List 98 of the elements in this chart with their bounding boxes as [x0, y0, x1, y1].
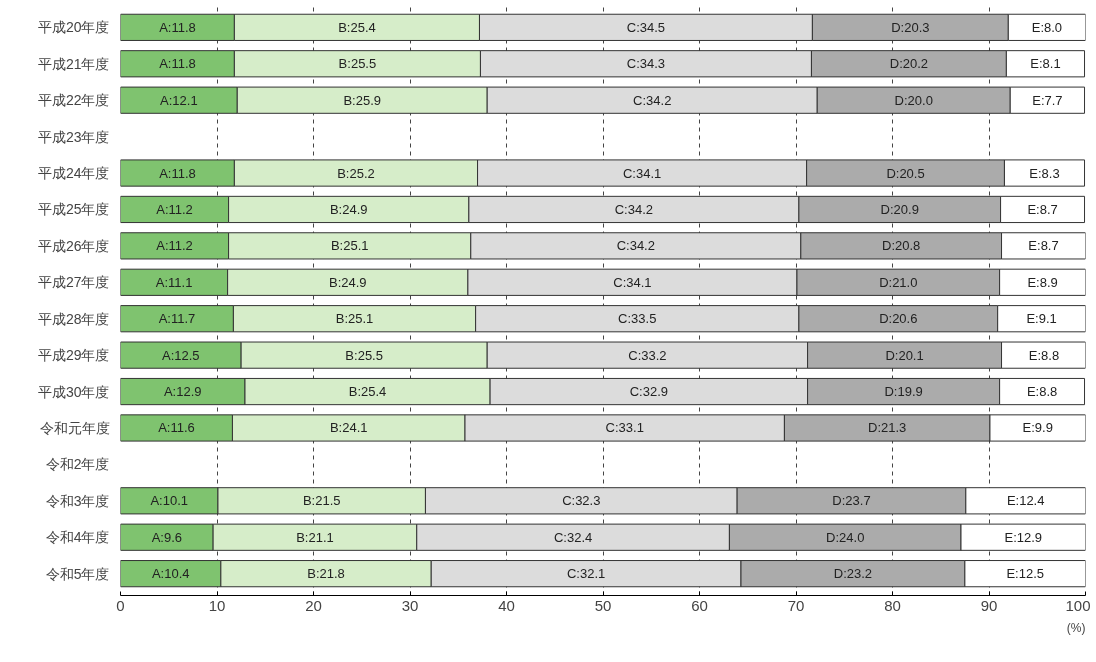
- data-label: B:25.4: [348, 384, 387, 400]
- data-label: E:8.8: [1028, 347, 1060, 363]
- x-tick-label: 40: [498, 596, 515, 614]
- x-tick-label: 0: [116, 596, 125, 614]
- data-label: D:20.0: [894, 92, 933, 108]
- data-label: C:32.9: [629, 384, 668, 400]
- data-label: A:12.1: [160, 92, 198, 108]
- data-label: D:24.0: [826, 529, 865, 545]
- x-tick-label: 100: [1065, 596, 1091, 614]
- data-label: D:20.8: [882, 238, 921, 254]
- data-label: E:8.7: [1027, 201, 1058, 217]
- y-tick-label: 令和4年度: [45, 529, 110, 546]
- data-label: D:19.9: [884, 384, 923, 400]
- data-label: E:8.0: [1031, 19, 1063, 35]
- data-label: C:34.2: [616, 238, 655, 254]
- data-label: B:25.5: [345, 347, 383, 363]
- data-label: A:9.6: [151, 529, 182, 545]
- data-label: E:8.1: [1030, 56, 1061, 72]
- data-label: E:12.9: [1004, 529, 1043, 545]
- data-label: E:8.3: [1029, 165, 1060, 181]
- x-tick-label: 70: [787, 596, 805, 614]
- y-tick-label: 平成25年度: [37, 201, 110, 218]
- x-tick-label: 90: [980, 596, 998, 614]
- y-tick-label: 平成29年度: [37, 347, 110, 364]
- data-label: E:8.9: [1027, 274, 1058, 290]
- data-label: B:25.1: [330, 238, 369, 254]
- y-tick-label: 平成30年度: [37, 383, 110, 400]
- x-tick-label: 10: [208, 596, 226, 614]
- y-tick-label: 平成21年度: [37, 55, 110, 72]
- data-label: A:11.6: [158, 420, 195, 436]
- data-label: C:32.3: [562, 493, 601, 509]
- data-label: C:34.1: [613, 274, 652, 290]
- y-tick-label: 令和3年度: [45, 492, 110, 509]
- data-label: E:9.9: [1022, 420, 1053, 436]
- y-tick-label: 平成28年度: [37, 310, 110, 327]
- y-tick-label: 令和2年度: [45, 456, 110, 473]
- data-label: D:20.9: [880, 201, 919, 217]
- data-label: C:34.1: [622, 165, 662, 181]
- x-tick-label: 30: [401, 596, 419, 614]
- data-label: A:11.1: [155, 274, 193, 290]
- data-label: C:34.5: [626, 19, 666, 35]
- data-label: C:32.4: [553, 529, 593, 545]
- data-label: A:12.9: [163, 384, 202, 400]
- data-label: A:11.8: [159, 165, 196, 181]
- data-label: E:12.5: [1006, 566, 1044, 582]
- data-label: D:20.6: [879, 311, 918, 327]
- x-tick-label: 20: [305, 596, 322, 614]
- data-label: B:21.8: [307, 566, 345, 582]
- y-tick-label: 平成22年度: [37, 92, 110, 109]
- data-label: C:33.2: [628, 347, 667, 363]
- data-label: C:34.3: [626, 56, 666, 72]
- data-label: D:21.0: [879, 274, 918, 290]
- data-label: E:8.7: [1028, 238, 1059, 254]
- y-tick-label: 令和元年度: [39, 419, 110, 436]
- data-label: D:20.1: [885, 347, 924, 363]
- data-label: B:25.4: [338, 19, 376, 35]
- y-tick-label: 平成20年度: [37, 19, 110, 36]
- y-tick-label: 平成23年度: [37, 128, 110, 145]
- data-label: B:21.1: [296, 529, 334, 545]
- data-label: A:11.2: [156, 201, 193, 217]
- y-tick-label: 平成27年度: [37, 274, 110, 291]
- data-label: A:11.8: [159, 56, 196, 72]
- y-tick-label: 平成24年度: [37, 165, 110, 182]
- x-tick-label: 50: [594, 596, 612, 614]
- data-label: E:9.1: [1026, 311, 1057, 327]
- data-label: C:33.1: [605, 420, 644, 436]
- data-label: C:33.5: [618, 311, 657, 327]
- data-label: D:23.2: [833, 566, 873, 582]
- data-label: A:11.8: [159, 19, 196, 35]
- data-label: A:11.2: [156, 238, 193, 254]
- data-label: A:12.5: [162, 347, 200, 363]
- data-label: B:25.1: [335, 311, 374, 327]
- data-label: B:25.9: [343, 92, 382, 108]
- data-label: A:10.4: [151, 566, 190, 582]
- x-axis-title: (%): [1066, 620, 1086, 635]
- data-label: C:34.2: [633, 92, 672, 108]
- data-label: B:24.1: [329, 420, 368, 436]
- data-label: E:7.7: [1032, 92, 1063, 108]
- x-tick-label: 60: [691, 596, 708, 614]
- data-label: E:12.4: [1006, 493, 1045, 509]
- data-label: D:20.2: [889, 56, 929, 72]
- data-label: D:20.5: [886, 165, 925, 181]
- data-label: B:24.9: [328, 274, 367, 290]
- data-label: D:21.3: [868, 420, 907, 436]
- data-label: C:32.1: [566, 566, 606, 582]
- y-tick-label: 令和5年度: [45, 565, 110, 582]
- data-label: B:24.9: [329, 201, 368, 217]
- data-label: D:23.7: [832, 493, 871, 509]
- data-label: D:20.3: [891, 19, 930, 35]
- data-label: E:8.8: [1026, 384, 1058, 400]
- data-label: C:34.2: [614, 201, 654, 217]
- data-label: B:21.5: [302, 493, 341, 509]
- x-tick-label: 80: [884, 596, 901, 614]
- data-label: B:25.5: [338, 56, 377, 72]
- data-label: B:25.2: [337, 165, 375, 181]
- data-label: A:10.1: [150, 493, 189, 509]
- y-tick-label: 平成26年度: [37, 237, 110, 254]
- data-label: A:11.7: [158, 311, 196, 327]
